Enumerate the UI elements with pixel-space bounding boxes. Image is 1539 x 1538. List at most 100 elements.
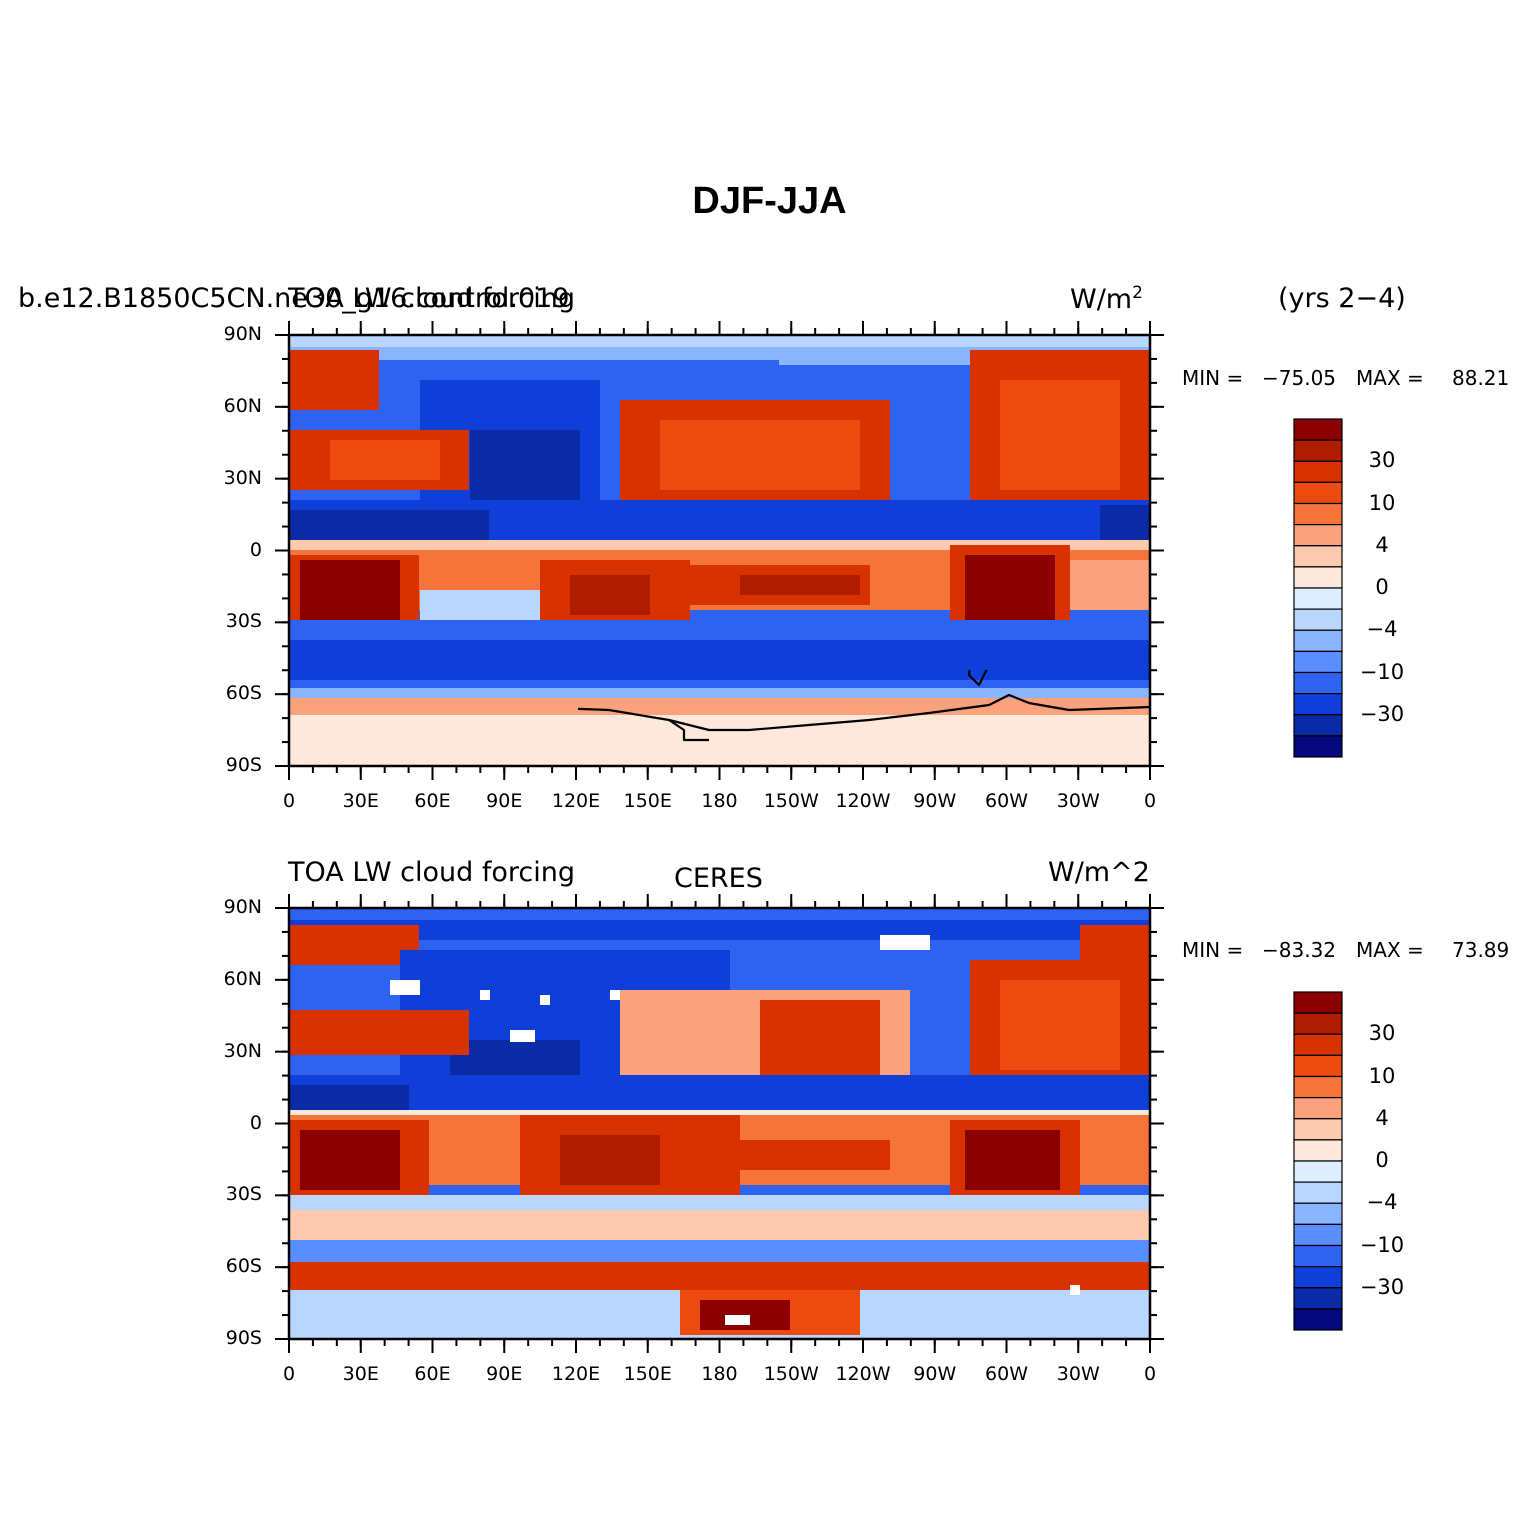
colorbar2-swatch — [1293, 1308, 1343, 1331]
colorbar2-level-label: −4 — [1366, 1190, 1398, 1215]
panel2-max-value: 73.89 — [1452, 938, 1510, 962]
panel1-lon-label: 30W — [1056, 790, 1100, 812]
panel2-lat-label: 60N — [223, 967, 262, 990]
panel1-lon-label: 30E — [342, 790, 379, 812]
colorbar1-swatch — [1293, 714, 1343, 737]
panel2-min-value: −83.32 — [1262, 938, 1337, 962]
panel1-max-value: 88.21 — [1452, 366, 1510, 390]
panel2-lon-label: 150E — [623, 1363, 672, 1385]
panel2-lat-label: 30N — [223, 1039, 262, 1062]
panel1-lon-label: 60W — [985, 790, 1028, 812]
colorbar1-level-label: 10 — [1368, 490, 1396, 515]
colorbar1-swatch — [1293, 566, 1343, 589]
panel2-lat-label: 60S — [225, 1255, 262, 1278]
main-title: DJF-JJA — [692, 180, 847, 222]
colorbar1-swatch — [1293, 650, 1343, 674]
colorbar2-swatch — [1293, 1097, 1343, 1120]
panel1-lat-label: 60S — [225, 682, 262, 705]
colorbar2-level-label: 4 — [1375, 1105, 1389, 1130]
colorbar1-swatch — [1293, 481, 1343, 505]
panel1-lat-label: 60N — [223, 394, 262, 417]
colorbar1-level-label: 0 — [1375, 575, 1389, 599]
colorbar1-swatch — [1293, 439, 1343, 462]
colorbar2-level-label: −30 — [1359, 1274, 1405, 1299]
panel2-lon-label: 60E — [414, 1363, 451, 1385]
colorbar1-swatch — [1293, 735, 1343, 758]
colorbar2-level-label: −10 — [1359, 1232, 1405, 1257]
panel1-lon-label: 90E — [486, 790, 523, 812]
colorbar2-swatch — [1293, 1244, 1343, 1268]
colorbar2-swatch — [1293, 1266, 1343, 1289]
panel1-min-value: −75.05 — [1262, 366, 1337, 390]
panel1-years-note: (yrs 2−4) — [1278, 283, 1406, 314]
colorbar2 — [1293, 991, 1343, 1331]
panel2-lon-label: 120E — [551, 1363, 601, 1385]
colorbar1-swatch — [1293, 460, 1343, 483]
colorbar2-swatch — [1293, 1181, 1343, 1204]
colorbar1-level-label: −10 — [1359, 659, 1405, 684]
panel1-lat-label: 90S — [225, 754, 262, 776]
colorbar1 — [1293, 418, 1343, 758]
colorbar2-swatch — [1293, 1033, 1343, 1056]
colorbar2-swatch — [1293, 1118, 1343, 1141]
panel1-lon-label: 0 — [1143, 790, 1157, 812]
colorbar1-level-label: −30 — [1359, 701, 1405, 726]
panel2-lon-label: 120W — [835, 1363, 891, 1385]
colorbar1-swatch — [1293, 693, 1343, 716]
panel2-min-label: MIN = — [1182, 938, 1244, 962]
panel1-units-exponent: 2 — [1132, 283, 1143, 303]
panel1-lat-label: 30N — [223, 466, 262, 489]
panel2-lat-label: 0 — [249, 1111, 262, 1134]
colorbar1-level-label: 30 — [1368, 448, 1396, 473]
colorbar2-swatch — [1293, 1223, 1343, 1247]
panel1-lon-label: 0 — [282, 790, 296, 812]
panel1-map — [289, 335, 1150, 766]
colorbar2-swatch — [1293, 991, 1343, 1014]
panel2-lon-label: 90E — [486, 1363, 523, 1385]
colorbar1-swatch — [1293, 524, 1343, 547]
panel2-dataset-title: CERES — [674, 863, 763, 894]
panel2-lon-label: 30E — [342, 1363, 379, 1385]
panel1-lon-label: 180 — [701, 790, 738, 812]
panel1-units: W/m2 — [1070, 283, 1143, 315]
panel2-lon-label: 180 — [701, 1363, 738, 1385]
panel1-lat-label: 30S — [225, 610, 262, 633]
panel2-units: W/m^2 — [1048, 857, 1150, 888]
colorbar1-swatch — [1293, 587, 1343, 610]
panel1-variable-title: TOA LW cloud forcing — [288, 283, 575, 314]
colorbar1-swatch — [1293, 629, 1343, 652]
panel1-lat-label: 90N — [223, 323, 262, 345]
panel2-lon-label: 0 — [282, 1363, 296, 1385]
panel1-lon-label: 90W — [913, 790, 957, 812]
colorbar2-swatch — [1293, 1012, 1343, 1035]
panel1-units-base: W/m — [1070, 284, 1133, 315]
panel2-lon-label: 60W — [985, 1363, 1028, 1385]
colorbar1-swatch — [1293, 608, 1343, 631]
panel2-map — [289, 908, 1150, 1339]
colorbar1-level-label: 4 — [1375, 532, 1389, 557]
colorbar2-swatch — [1293, 1202, 1343, 1225]
colorbar2-swatch — [1293, 1139, 1343, 1162]
panel2-tickmarks — [275, 894, 1164, 1353]
colorbar1-swatch — [1293, 502, 1343, 526]
panel1-lon-label: 120W — [835, 790, 891, 812]
panel2-lat-label: 90S — [225, 1327, 262, 1349]
panel1-lon-label: 120E — [551, 790, 601, 812]
colorbar2-swatch — [1293, 1160, 1343, 1183]
colorbar1-swatch — [1293, 418, 1343, 441]
colorbar2-level-label: 0 — [1375, 1148, 1389, 1172]
panel1-tickmarks — [275, 321, 1164, 780]
colorbar2-level-label: 10 — [1368, 1063, 1396, 1088]
panel2-max-label: MAX = — [1356, 938, 1424, 962]
colorbar2-level-label: 30 — [1368, 1021, 1396, 1046]
panel1-lat-label: 0 — [249, 538, 262, 561]
colorbar1-level-label: −4 — [1366, 617, 1398, 642]
panel1-lon-label: 60E — [414, 790, 451, 812]
panel2-lon-label: 0 — [1143, 1363, 1157, 1385]
colorbar2-swatch — [1293, 1075, 1343, 1099]
colorbar2-swatch — [1293, 1054, 1343, 1078]
panel2-variable-title: TOA LW cloud forcing — [288, 857, 575, 888]
panel1-lon-label: 150E — [623, 790, 672, 812]
panel1-min-label: MIN = — [1182, 366, 1244, 390]
